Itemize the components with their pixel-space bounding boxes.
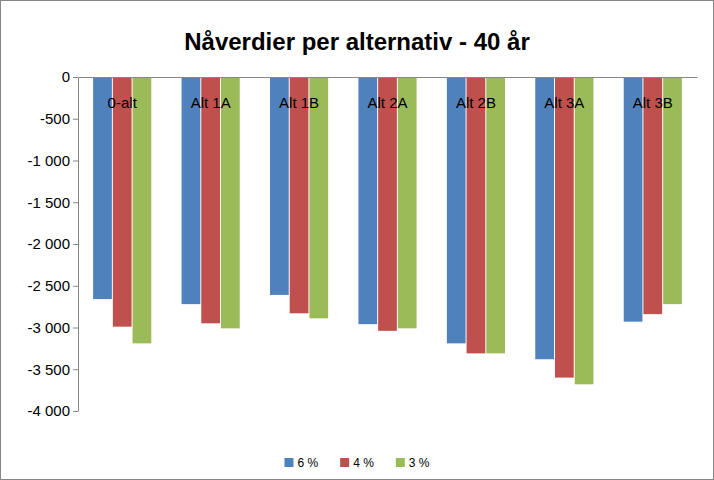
x-tick: Alt 3A <box>544 94 584 111</box>
y-tick: -1 000 <box>27 152 78 169</box>
bar <box>447 77 466 343</box>
y-tick-label: -4 000 <box>27 402 70 419</box>
bar <box>555 77 574 378</box>
bar-series <box>133 77 682 384</box>
y-tick: -1 500 <box>27 194 78 211</box>
y-tick-label: -500 <box>40 110 70 127</box>
y-tick-label: -3 000 <box>27 319 70 336</box>
bar <box>133 77 152 343</box>
x-tick-label: Alt 1B <box>279 94 319 111</box>
y-tick: 0 <box>62 68 78 85</box>
bar <box>309 77 328 318</box>
plot: 0 -500 -1 000 -1 500 -2 000 -2 500 -3 000 -3 50… <box>27 68 697 419</box>
y-tick-mark <box>73 202 78 203</box>
x-tick: Alt 1A <box>191 94 231 111</box>
y-tick-mark <box>73 411 78 412</box>
bar <box>378 77 397 331</box>
x-axis-line <box>79 77 698 78</box>
bar <box>398 77 417 328</box>
legend-swatch <box>396 458 405 467</box>
bar <box>113 77 132 327</box>
bar <box>486 77 505 353</box>
y-tick-label: -1 500 <box>27 194 70 211</box>
x-tick-label: Alt 1A <box>191 94 231 111</box>
x-tick: 0-alt <box>108 94 138 111</box>
bar <box>201 77 220 323</box>
y-tick-label: -3 500 <box>27 361 70 378</box>
y-tick-label: -1 000 <box>27 152 70 169</box>
x-tick: Alt 3B <box>633 94 673 111</box>
bar <box>663 77 682 304</box>
bar <box>358 77 377 324</box>
x-tick: Alt 1B <box>279 94 319 111</box>
x-tick-label: Alt 2B <box>456 94 496 111</box>
y-tick-mark <box>73 369 78 370</box>
y-tick: -3 500 <box>27 361 78 378</box>
y-tick-mark <box>73 119 78 120</box>
legend: 6 % 4 % 3 % <box>284 456 429 470</box>
bar <box>624 77 643 322</box>
legend-item: 6 % <box>284 456 318 470</box>
legend-item: 3 % <box>396 456 430 470</box>
bar <box>467 77 486 353</box>
bar <box>221 77 240 328</box>
bar <box>182 77 201 304</box>
y-tick-mark <box>73 244 78 245</box>
y-axis: 0 -500 -1 000 -1 500 -2 000 -2 500 -3 000 -3 50… <box>27 68 78 419</box>
chart-title: Nåverdier per alternativ - 40 år <box>184 28 530 55</box>
y-tick-mark <box>73 77 78 78</box>
bars <box>93 77 682 384</box>
y-tick-label: -2 500 <box>27 277 70 294</box>
x-tick-label: Alt 3A <box>544 94 584 111</box>
y-tick-label: -2 000 <box>27 235 70 252</box>
bar <box>535 77 554 359</box>
y-tick: -4 000 <box>27 402 78 419</box>
bar <box>643 77 662 314</box>
bar <box>575 77 594 384</box>
y-tick: -500 <box>40 110 78 127</box>
legend-swatch <box>284 458 293 467</box>
legend-label: 6 % <box>297 456 318 470</box>
x-tick-label: Alt 3B <box>633 94 673 111</box>
x-axis: 0-alt Alt 1A Alt 1B Alt 2A Alt 2B Alt 3A Alt 3… <box>79 78 698 111</box>
y-tick-label: 0 <box>62 68 70 85</box>
y-tick: -3 000 <box>27 319 78 336</box>
legend-item: 4 % <box>340 456 374 470</box>
y-tick-mark <box>73 286 78 287</box>
x-tick-label: 0-alt <box>108 94 138 111</box>
x-tick: Alt 2B <box>456 94 496 111</box>
x-tick-label: Alt 2A <box>367 94 407 111</box>
y-axis-line <box>78 78 79 412</box>
legend-label: 3 % <box>409 456 430 470</box>
bar <box>290 77 309 313</box>
y-tick: -2 500 <box>27 277 78 294</box>
chart-frame <box>1 1 714 480</box>
y-tick-mark <box>73 328 78 329</box>
legend-swatch <box>340 458 349 467</box>
y-tick: -2 000 <box>27 235 78 252</box>
legend-label: 4 % <box>353 456 374 470</box>
chart: Nåverdier per alternativ - 40 år 0 -500 -1 … <box>0 0 714 480</box>
x-tick: Alt 2A <box>367 94 407 111</box>
y-tick-mark <box>73 161 78 162</box>
